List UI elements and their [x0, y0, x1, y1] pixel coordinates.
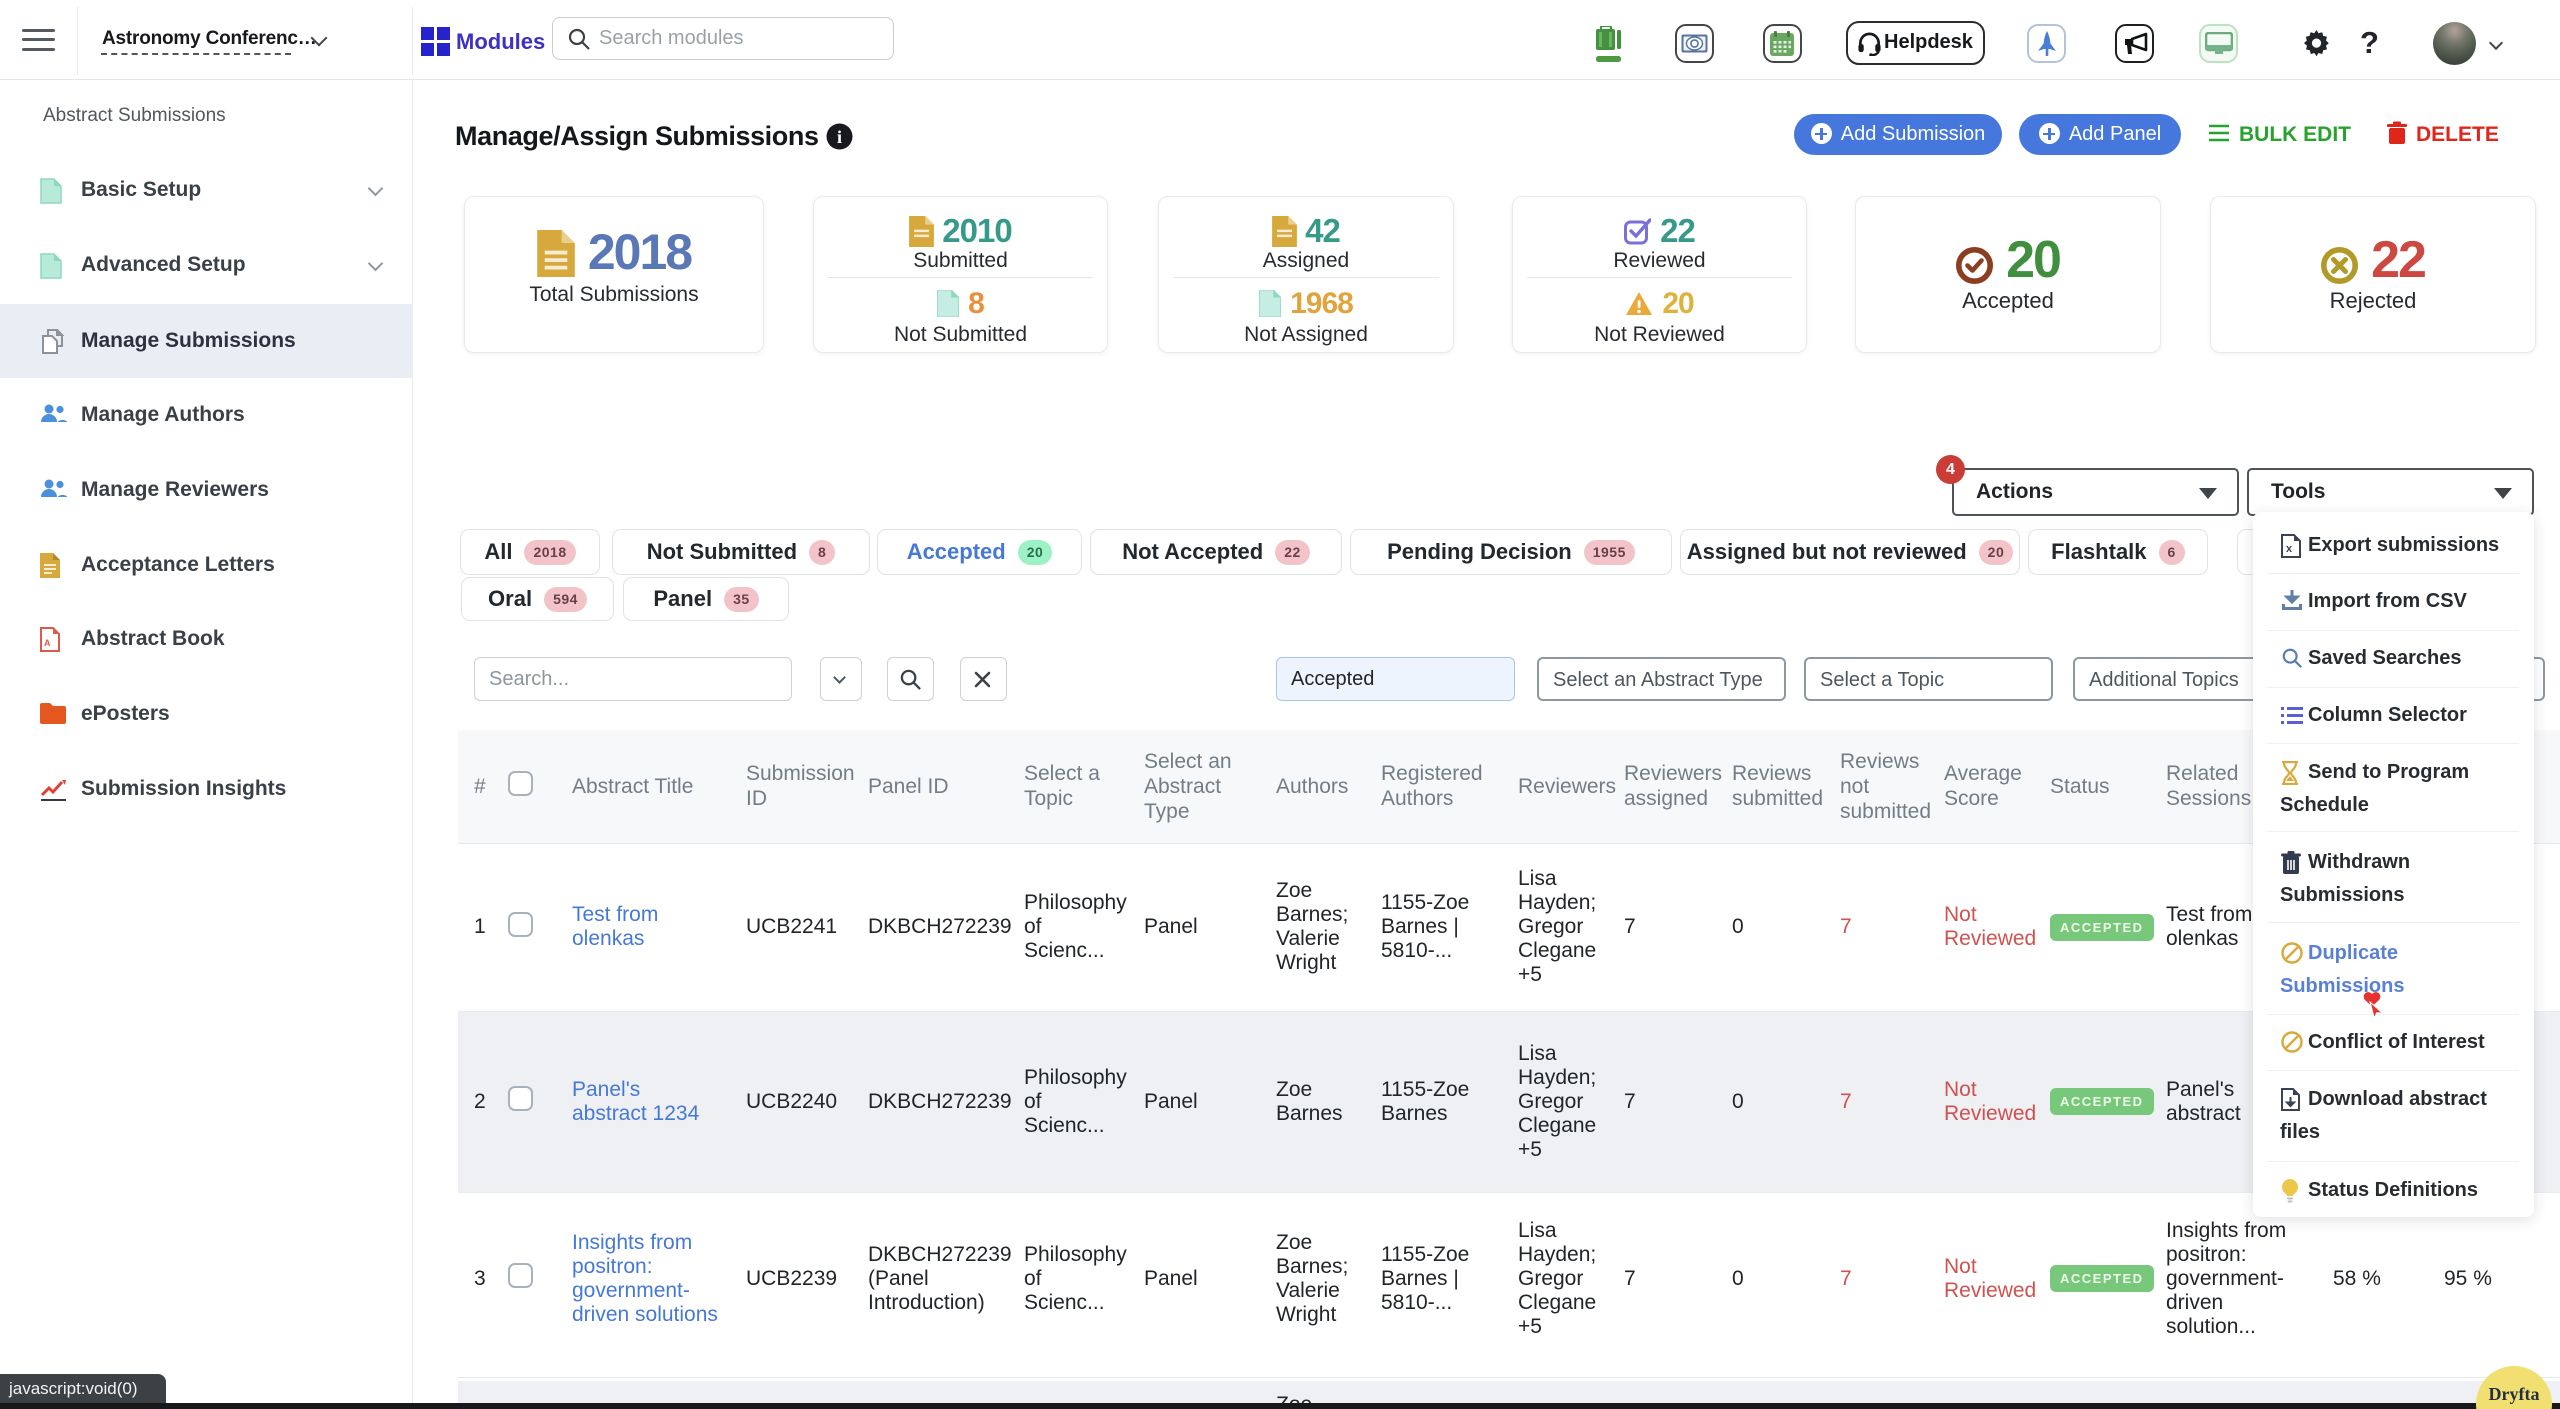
- svg-text:x: x: [2286, 543, 2293, 555]
- svg-text:A: A: [44, 638, 51, 648]
- svg-text:i: i: [837, 127, 842, 147]
